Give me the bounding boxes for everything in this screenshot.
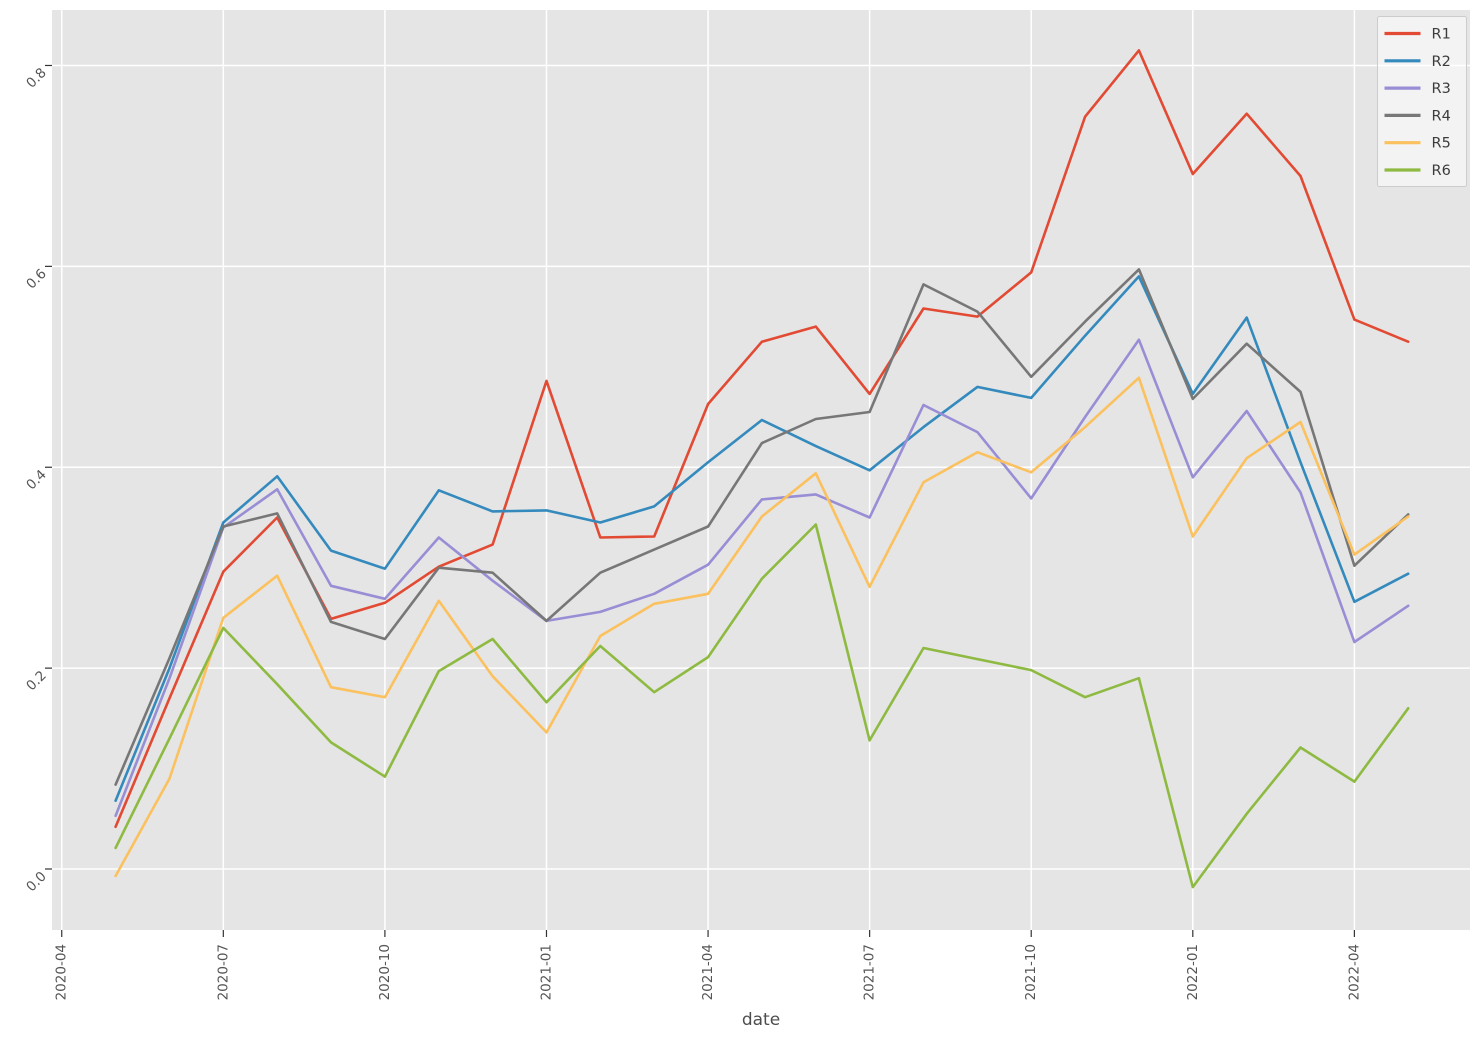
- series-line-R3: [114, 338, 1410, 818]
- legend: R1 R2 R3 R4 R5 R6: [1377, 16, 1467, 187]
- x-tick-label: 2022-01: [1185, 944, 1201, 1000]
- y-tick-label: 0.0: [23, 869, 50, 896]
- series-line-R5: [114, 376, 1410, 878]
- x-tick-label: 2021-04: [700, 944, 716, 1000]
- legend-label-R5: R5: [1432, 136, 1451, 152]
- x-tick-label: 2021-01: [538, 944, 554, 1000]
- y-tick-label: 0.6: [23, 266, 50, 293]
- legend-entry-R4: R4: [1384, 108, 1451, 124]
- y-tick-label: 0.4: [23, 467, 50, 494]
- series-lines: [114, 49, 1410, 889]
- legend-box: [1377, 16, 1467, 187]
- y-tick-label: 0.2: [23, 668, 50, 695]
- legend-label-R2: R2: [1432, 54, 1451, 70]
- gridlines: [52, 10, 1470, 930]
- plot-area: [52, 10, 1470, 930]
- x-tick-label: 2021-10: [1023, 944, 1039, 1000]
- y-tick-label: 0.8: [23, 65, 50, 92]
- legend-label-R3: R3: [1432, 81, 1451, 97]
- legend-label-R6: R6: [1432, 163, 1451, 179]
- legend-entry-R2: R2: [1384, 54, 1451, 70]
- series-line-R2: [114, 275, 1410, 803]
- x-tick-label: 2020-10: [377, 944, 393, 1000]
- legend-label-R4: R4: [1432, 108, 1451, 124]
- x-tick-label: 2021-07: [862, 944, 878, 1000]
- series-line-R6: [114, 523, 1410, 889]
- x-tick-label: 2022-04: [1346, 944, 1362, 1000]
- legend-entry-R1: R1: [1384, 27, 1451, 43]
- legend-entry-R6: R6: [1384, 163, 1451, 179]
- legend-label-R1: R1: [1432, 27, 1451, 43]
- x-tick-label: 2020-04: [54, 944, 70, 1000]
- x-tick-label: 2020-07: [215, 944, 231, 1000]
- series-line-R1: [114, 49, 1410, 829]
- series-line-R4: [114, 268, 1410, 786]
- x-axis-title: date: [741, 1010, 781, 1030]
- legend-entry-R5: R5: [1384, 136, 1451, 152]
- legend-entry-R3: R3: [1384, 81, 1451, 97]
- tick-marks: [45, 64, 1355, 937]
